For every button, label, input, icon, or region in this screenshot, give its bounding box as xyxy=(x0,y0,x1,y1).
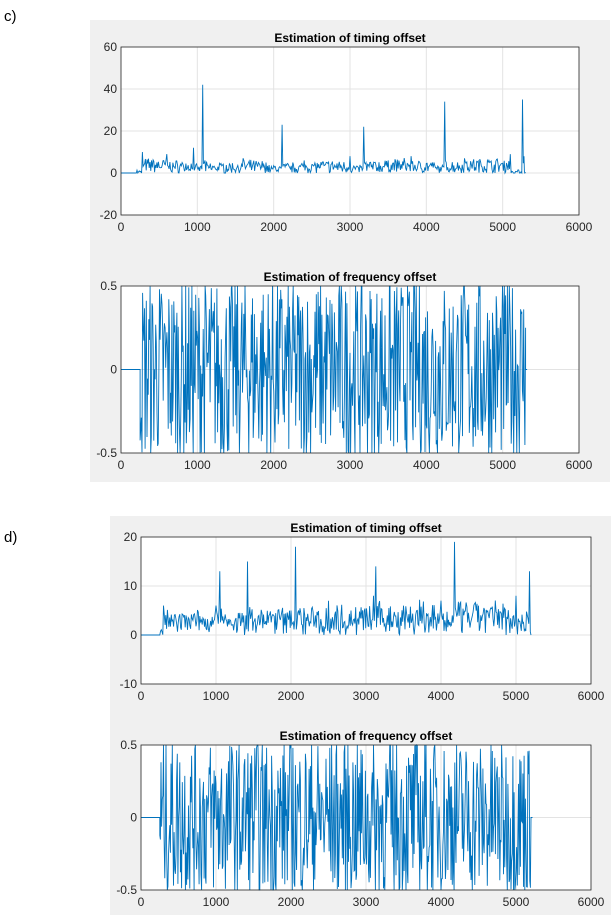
x-tick-label: 0 xyxy=(138,689,145,703)
x-tick-label: 3000 xyxy=(353,895,380,909)
x-tick-label: 6000 xyxy=(578,895,605,909)
x-tick-label: 0 xyxy=(138,895,145,909)
y-tick-label: 0 xyxy=(110,363,117,377)
x-tick-label: 2000 xyxy=(278,895,305,909)
x-tick-label: 0 xyxy=(118,458,125,472)
y-tick-label: 0.5 xyxy=(120,738,137,752)
x-tick-label: 5000 xyxy=(503,895,530,909)
axes-box xyxy=(140,744,592,891)
y-tick-label: 0 xyxy=(130,628,137,642)
chart-title: Estimation of frequency offset xyxy=(280,729,453,743)
x-tick-label: 6000 xyxy=(566,220,593,234)
series-line xyxy=(141,744,533,891)
y-tick-label: 0.5 xyxy=(100,279,117,293)
y-tick-label: 0 xyxy=(110,166,117,180)
x-tick-label: 1000 xyxy=(203,895,230,909)
panel-label-c: c) xyxy=(4,8,17,25)
chart-title: Estimation of timing offset xyxy=(274,31,425,45)
x-tick-label: 2000 xyxy=(260,220,287,234)
axes-box xyxy=(120,285,580,454)
x-tick-label: 2000 xyxy=(278,689,305,703)
y-tick-label: -0.5 xyxy=(116,883,137,897)
series-line xyxy=(121,84,526,175)
x-tick-label: 6000 xyxy=(566,458,593,472)
axes-box xyxy=(140,536,592,685)
x-tick-label: 4000 xyxy=(428,895,455,909)
chart-title: Estimation of timing offset xyxy=(290,521,441,535)
y-tick-label: 0 xyxy=(130,811,137,825)
x-tick-label: 4000 xyxy=(413,220,440,234)
x-tick-label: 1000 xyxy=(203,689,230,703)
y-tick-label: 20 xyxy=(124,530,138,544)
x-tick-label: 3000 xyxy=(337,220,364,234)
x-tick-label: 5000 xyxy=(489,220,516,234)
y-tick-label: 40 xyxy=(104,82,118,96)
x-tick-label: 1000 xyxy=(184,458,211,472)
x-tick-label: 3000 xyxy=(353,689,380,703)
y-tick-label: 60 xyxy=(104,40,118,54)
x-tick-label: 4000 xyxy=(413,458,440,472)
axes-box xyxy=(120,46,580,216)
x-tick-label: 1000 xyxy=(184,220,211,234)
series-line xyxy=(141,541,532,637)
series-line xyxy=(121,285,528,454)
y-tick-label: -0.5 xyxy=(96,446,117,460)
y-tick-label: -20 xyxy=(100,208,118,222)
x-tick-label: 6000 xyxy=(578,689,605,703)
x-tick-label: 5000 xyxy=(503,689,530,703)
chart-title: Estimation of frequency offset xyxy=(264,270,437,284)
y-tick-label: 10 xyxy=(124,579,138,593)
y-tick-label: -10 xyxy=(120,677,138,691)
x-tick-label: 5000 xyxy=(489,458,516,472)
x-tick-label: 4000 xyxy=(428,689,455,703)
x-tick-label: 2000 xyxy=(260,458,287,472)
y-tick-label: 20 xyxy=(104,124,118,138)
panel-label-d: d) xyxy=(4,529,18,546)
x-tick-label: 0 xyxy=(118,220,125,234)
x-tick-label: 3000 xyxy=(337,458,364,472)
